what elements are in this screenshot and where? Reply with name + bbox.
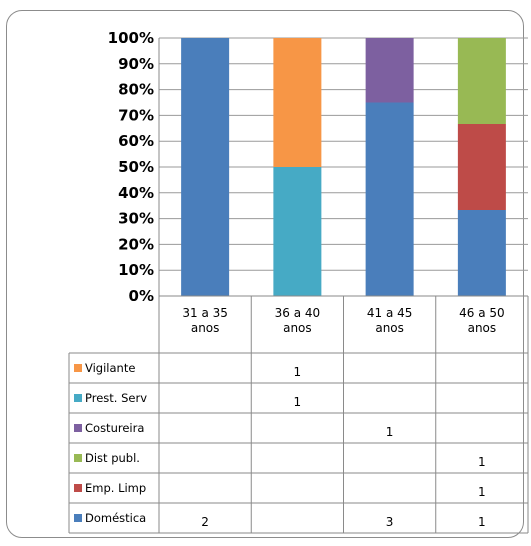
- legend-label-dom-stica: Doméstica: [85, 511, 146, 525]
- y-tick-label: 90%: [118, 55, 154, 73]
- y-tick-label: 100%: [108, 29, 154, 47]
- y-tick-label: 40%: [118, 184, 154, 202]
- legend-swatch-costureira: [74, 424, 82, 432]
- bar-vigilante-2: [273, 38, 322, 167]
- category-label: anos: [191, 321, 220, 335]
- y-tick-label: 0%: [129, 287, 154, 305]
- y-tick-label: 50%: [118, 158, 154, 176]
- category-label: 31 a 35: [182, 306, 228, 320]
- table-value: 2: [201, 515, 209, 529]
- category-label: 46 a 50: [459, 306, 505, 320]
- category-label: anos: [468, 321, 497, 335]
- chart-frame: [6, 10, 524, 538]
- legend-swatch-emp-limp: [74, 484, 82, 492]
- category-label: anos: [283, 321, 312, 335]
- legend-label-dist-publ: Dist publ.: [85, 451, 140, 465]
- bar-prest-serv-2: [273, 167, 322, 296]
- bar-dom-stica-3: [365, 102, 414, 296]
- bar-costureira-3: [365, 38, 414, 103]
- table-value: 1: [478, 485, 486, 499]
- bar-emp-limp-4: [457, 124, 506, 210]
- legend-swatch-dom-stica: [74, 514, 82, 522]
- y-tick-label: 80%: [118, 81, 154, 99]
- legend-label-costureira: Costureira: [85, 421, 144, 435]
- legend-swatch-vigilante: [74, 364, 82, 372]
- table-value: 3: [386, 515, 394, 529]
- y-tick-label: 30%: [118, 210, 154, 228]
- bar-dom-stica-4: [457, 210, 506, 296]
- category-label: anos: [375, 321, 404, 335]
- table-value: 1: [294, 365, 302, 379]
- legend-label-prest-serv: Prest. Serv: [85, 391, 147, 405]
- bar-dom-stica-1: [181, 38, 230, 296]
- y-tick-label: 70%: [118, 106, 154, 124]
- bar-dist-publ-4: [457, 38, 506, 124]
- category-label: 36 a 40: [275, 306, 321, 320]
- legend-label-vigilante: Vigilante: [85, 361, 135, 375]
- table-value: 1: [478, 515, 486, 529]
- y-tick-label: 20%: [118, 235, 154, 253]
- table-value: 1: [294, 395, 302, 409]
- category-label: 41 a 45: [367, 306, 413, 320]
- legend-swatch-dist-publ: [74, 454, 82, 462]
- table-value: 1: [386, 425, 394, 439]
- table-value: 1: [478, 455, 486, 469]
- y-tick-label: 60%: [118, 132, 154, 150]
- legend-swatch-prest-serv: [74, 394, 82, 402]
- legend-label-emp-limp: Emp. Limp: [85, 481, 146, 495]
- y-tick-label: 10%: [118, 261, 154, 279]
